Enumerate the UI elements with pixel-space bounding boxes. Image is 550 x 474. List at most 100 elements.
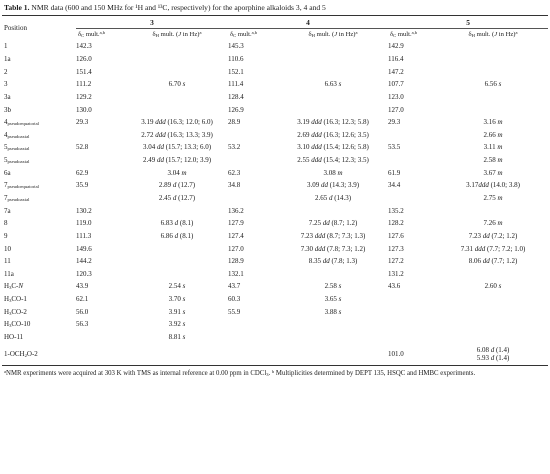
proton-shift-cell: 8.81 s: [168, 333, 186, 342]
proton-shift-cell: 2.89 d (12.7): [158, 181, 196, 190]
carbon-shift-cell: [388, 154, 438, 167]
carbon-shift-cell: 126.0: [76, 54, 92, 63]
carbon-shift-cell: 123.0: [388, 92, 404, 101]
carbon-shift-cell: 28.9: [228, 118, 241, 127]
carbon-shift-cell: 61.9: [388, 168, 401, 177]
proton-shift-cell: 2.60 s: [484, 282, 502, 291]
proton-shift-cell: [278, 103, 388, 116]
proton-shift-cell: 3.10 ddd (15.4; 12.6; 5.8): [297, 143, 369, 152]
proton-shift-cell: [278, 204, 388, 217]
proton-shift-cell: [126, 343, 228, 365]
table-row: 4pseudoaxial 2.72 ddd (16.3; 13.3; 3.9) 2.…: [2, 128, 548, 141]
carbon-shift-cell: 135.2: [388, 206, 404, 215]
carbon-shift-cell: 43.9: [76, 282, 89, 291]
proton-shift-cell: [438, 331, 548, 344]
proton-shift-cell: [126, 255, 228, 268]
proton-shift-cell: 2.58 s: [324, 282, 342, 291]
proton-shift-cell: [126, 91, 228, 104]
proton-shift-cell: 3.88 s: [324, 307, 342, 316]
carbon-shift-cell: 120.3: [76, 269, 92, 278]
proton-shift-cell: 6.86 d (8.1): [160, 231, 194, 240]
carbon-shift-cell: [76, 154, 126, 167]
carbon-shift-cell: 142.3: [76, 42, 92, 51]
carbon-shift-cell: 35.9: [76, 181, 89, 190]
carbon-shift-cell: 55.9: [228, 307, 241, 316]
proton-shift-cell: 7.23 dd (7.2; 1.2): [468, 231, 518, 240]
proton-shift-cell: 3.19 ddd (16.3; 12.0; 6.0): [141, 118, 213, 127]
carbon-shift-cell: 127.3: [388, 244, 404, 253]
proton-shift-cell: 2.75 m: [483, 194, 503, 202]
table-row: 11a 120.3 132.1 131.2: [2, 268, 548, 281]
carbon-shift-cell: [228, 318, 278, 331]
carbon-shift-cell: 34.8: [228, 181, 241, 190]
carbon-shift-cell: 127.9: [228, 219, 244, 228]
carbon-shift-cell: 56.0: [76, 307, 89, 316]
carbon-shift-cell: [76, 128, 126, 141]
proton-shift-cell: [278, 91, 388, 104]
proton-shift-cell: [278, 331, 388, 344]
dc-mult-header: δC mult.a,b: [230, 30, 258, 38]
table-row: 5pseudoaxial 52.8 3.04 dd (15.7; 13.3; 6.0…: [2, 141, 548, 154]
table-header: Position 3 4 5 δC mult.a,b δH mult. (J in…: [2, 16, 549, 41]
carbon-shift-cell: 56.3: [76, 320, 89, 329]
proton-shift-cell: 3.09 dd (14.3; 3.9): [306, 181, 360, 190]
table-row: 2 151.4 152.1 147.2: [2, 65, 548, 78]
carbon-shift-cell: [228, 192, 278, 205]
position-cell: 10: [4, 244, 11, 253]
carbon-shift-cell: 43.7: [228, 282, 241, 291]
dh-mult-header: δH mult. (J in Hz)a: [308, 30, 358, 38]
table-row: 7pseudoequatorial 35.9 2.89 d (12.7) 34.8 3.…: [2, 179, 548, 192]
carbon-shift-cell: [76, 331, 126, 344]
carbon-shift-cell: 62.3: [228, 168, 241, 177]
table-row: 3b 130.0 126.9 127.0: [2, 103, 548, 116]
proton-shift-cell: [438, 305, 548, 318]
position-cell: 11: [4, 257, 11, 266]
carbon-shift-cell: 116.4: [388, 54, 404, 63]
subheader-row: δC mult.a,b δH mult. (J in Hz)a δC mult.a,…: [2, 29, 548, 41]
carbon-shift-cell: 144.2: [76, 257, 92, 266]
position-cell: 1-OCH2O-2: [4, 350, 38, 359]
proton-shift-cell: [126, 65, 228, 78]
carbon-shift-cell: 127.0: [388, 105, 404, 114]
proton-shift-cell: [278, 65, 388, 78]
caption-label: Table 1.: [4, 3, 30, 12]
proton-shift-cell: [438, 40, 548, 53]
carbon-shift-cell: 131.2: [388, 269, 404, 278]
table-row: 3a 129.2 128.4 123.0: [2, 91, 548, 104]
proton-shift-cell: 3.65 s: [324, 295, 342, 304]
carbon-shift-cell: [388, 192, 438, 205]
carbon-shift-cell: 127.0: [228, 244, 244, 253]
proton-shift-cell: 8.06 dd (7.7; 1.2): [468, 257, 518, 266]
table-row: H3C-N 43.9 2.54 s 43.7 2.58 s 43.6 2.60 s: [2, 280, 548, 293]
carbon-shift-cell: [228, 343, 278, 365]
carbon-shift-cell: [388, 128, 438, 141]
position-cell: 7pseudoequatorial: [4, 181, 39, 190]
carbon-shift-cell: 62.1: [76, 295, 89, 304]
proton-shift-cell: [438, 268, 548, 281]
carbon-shift-cell: [228, 154, 278, 167]
carbon-shift-cell: 136.2: [228, 206, 244, 215]
proton-shift-cell: 3.17ddd (14.0; 3.8): [466, 181, 520, 190]
position-cell: 1: [4, 42, 8, 51]
position-cell: 9: [4, 231, 8, 240]
carbon-shift-cell: 127.6: [388, 231, 404, 240]
proton-shift-cell: 2.55 ddd (15.4; 12.3; 3.5): [297, 156, 369, 165]
proton-shift-cell: 7.25 dd (8.7; 1.2): [308, 219, 358, 228]
table-row: H3CO-2 56.0 3.91 s 55.9 3.88 s: [2, 305, 548, 318]
position-cell: 8: [4, 219, 8, 228]
proton-shift-cell: 6.08 d (1.4) 5.93 d (1.4): [476, 346, 510, 363]
caption-text: NMR data (600 and 150 MHz for ¹H and ¹³C…: [31, 3, 326, 12]
position-cell: 4pseudoequatorial: [4, 118, 39, 127]
proton-shift-cell: 2.65 d (14.3): [314, 194, 352, 202]
proton-shift-cell: 3.91 s: [168, 307, 186, 316]
carbon-shift-cell: 147.2: [388, 67, 404, 76]
carbon-shift-cell: 111.3: [76, 231, 92, 240]
carbon-shift-cell: 129.2: [76, 92, 92, 101]
proton-shift-cell: 2.54 s: [168, 282, 186, 291]
table-row: 1 142.3 145.3 142.9: [2, 40, 548, 53]
proton-shift-cell: [278, 343, 388, 365]
carbon-shift-cell: 52.8: [76, 143, 89, 152]
carbon-shift-cell: 127.4: [228, 231, 244, 240]
position-cell: 1a: [4, 54, 11, 63]
proton-shift-cell: 6.63 s: [324, 80, 342, 89]
